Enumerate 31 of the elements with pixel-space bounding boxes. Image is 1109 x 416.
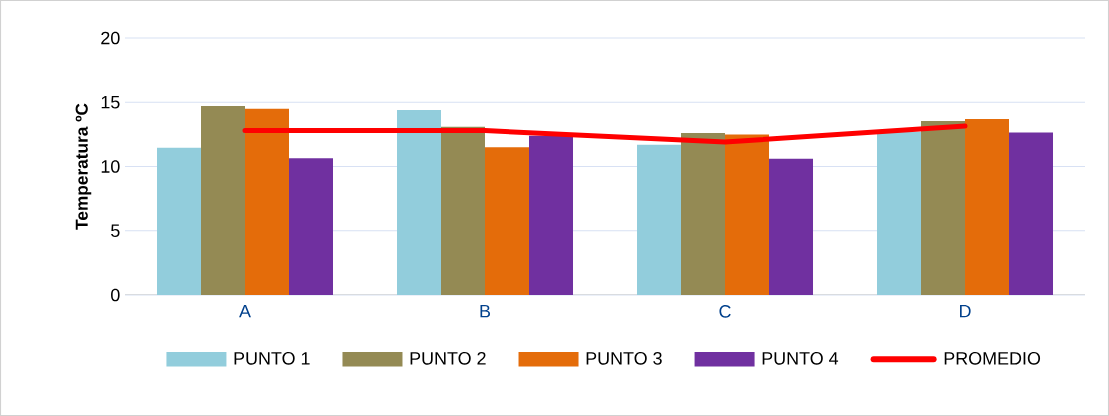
y-tick-label: 10 [101,160,120,173]
bar [485,147,530,295]
bar [725,134,770,295]
bar [1009,132,1054,295]
legend-label: PUNTO 3 [586,351,662,365]
y-tick-label: 20 [101,31,120,45]
bar [681,133,726,295]
bar [397,109,442,295]
bar [965,118,1010,295]
y-axis-title: Temperatura ºC [75,103,92,230]
x-tick-label: D [960,305,971,318]
x-tick-label: C [719,305,731,318]
legend-label: PUNTO 2 [410,351,486,365]
bar [637,144,682,295]
x-tick-label: A [239,305,251,318]
legend-label: PUNTO 4 [762,351,839,365]
legend-label: PUNTO 1 [234,351,310,365]
bar [157,147,201,295]
bar [921,120,966,295]
y-tick-label: 0 [111,288,120,302]
bar [877,131,922,295]
bar [245,108,289,295]
x-tick-label: B [480,305,491,318]
bar [201,106,245,295]
bar [529,135,574,295]
y-tick-label: 15 [101,96,120,109]
bar [441,126,486,295]
bar [289,158,333,295]
legend-label: PROMEDIO [944,351,1041,365]
y-tick-label: 5 [111,224,120,237]
bar [769,158,814,295]
